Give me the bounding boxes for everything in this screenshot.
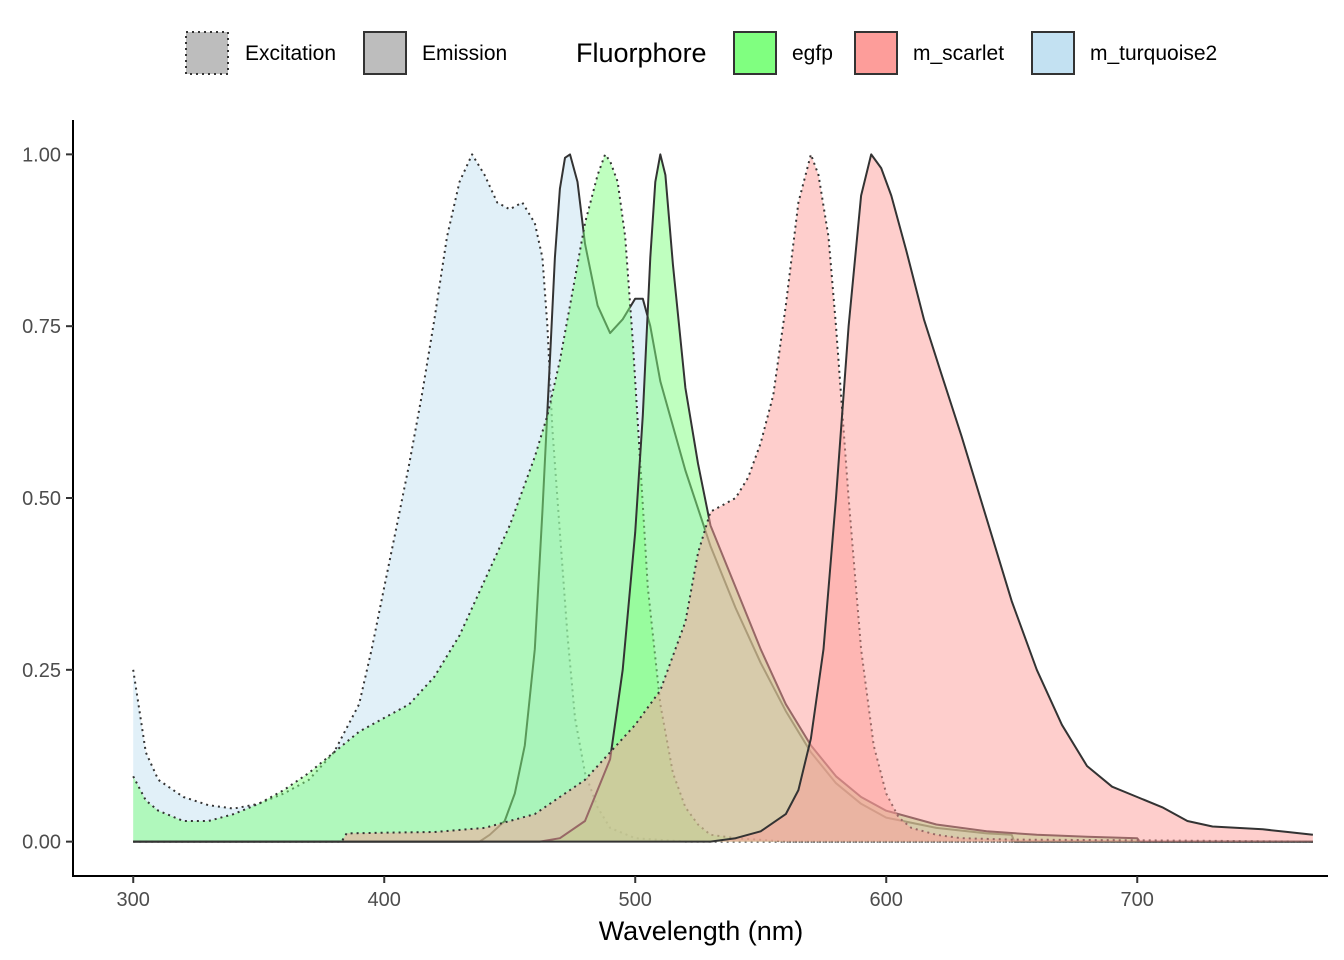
line-m-scarlet-emission: [133, 153, 1314, 843]
x-tick-label: 600: [870, 889, 903, 911]
x-tick-label: 400: [368, 889, 401, 911]
y-axis-ticks: 0.00 0.25 0.50 0.75 1.00: [22, 144, 73, 854]
y-tick-label: 1.00: [22, 144, 61, 166]
y-tick-label: 0.75: [22, 316, 61, 338]
legend-key-excitation: [185, 31, 229, 75]
legend-key-m-scarlet: [854, 31, 898, 75]
series-layer: [132, 153, 1314, 843]
x-tick-label: 700: [1121, 889, 1154, 911]
area-m-turquoise2-excitation: [133, 154, 1313, 842]
legend-label-emission: Emission: [422, 42, 507, 65]
legend-key-emission: [363, 31, 407, 75]
legend: Excitation Emission Fluorphore egfp m_sc…: [185, 31, 1217, 75]
x-axis-title: Wavelength (nm): [599, 916, 804, 946]
area-m-scarlet-emission: [133, 154, 1313, 842]
area-m-scarlet-excitation: [133, 154, 1313, 842]
legend-key-egfp: [733, 31, 777, 75]
line-m-turquoise2-excitation: [132, 153, 1313, 843]
x-tick-label: 300: [117, 889, 150, 911]
x-tick-label: 500: [619, 889, 652, 911]
legend-title-fluorophore: Fluorphore: [576, 38, 707, 68]
x-axis-ticks: 300 400 500 600 700: [117, 876, 1154, 911]
legend-label-egfp: egfp: [792, 42, 833, 65]
y-tick-label: 0.50: [22, 488, 61, 510]
legend-label-m-scarlet: m_scarlet: [913, 42, 1004, 65]
legend-label-excitation: Excitation: [245, 42, 336, 65]
legend-key-m-turquoise2: [1031, 31, 1075, 75]
y-tick-label: 0.25: [22, 660, 61, 682]
y-tick-label: 0.00: [22, 832, 61, 854]
legend-label-m-turquoise2: m_turquoise2: [1090, 42, 1217, 65]
